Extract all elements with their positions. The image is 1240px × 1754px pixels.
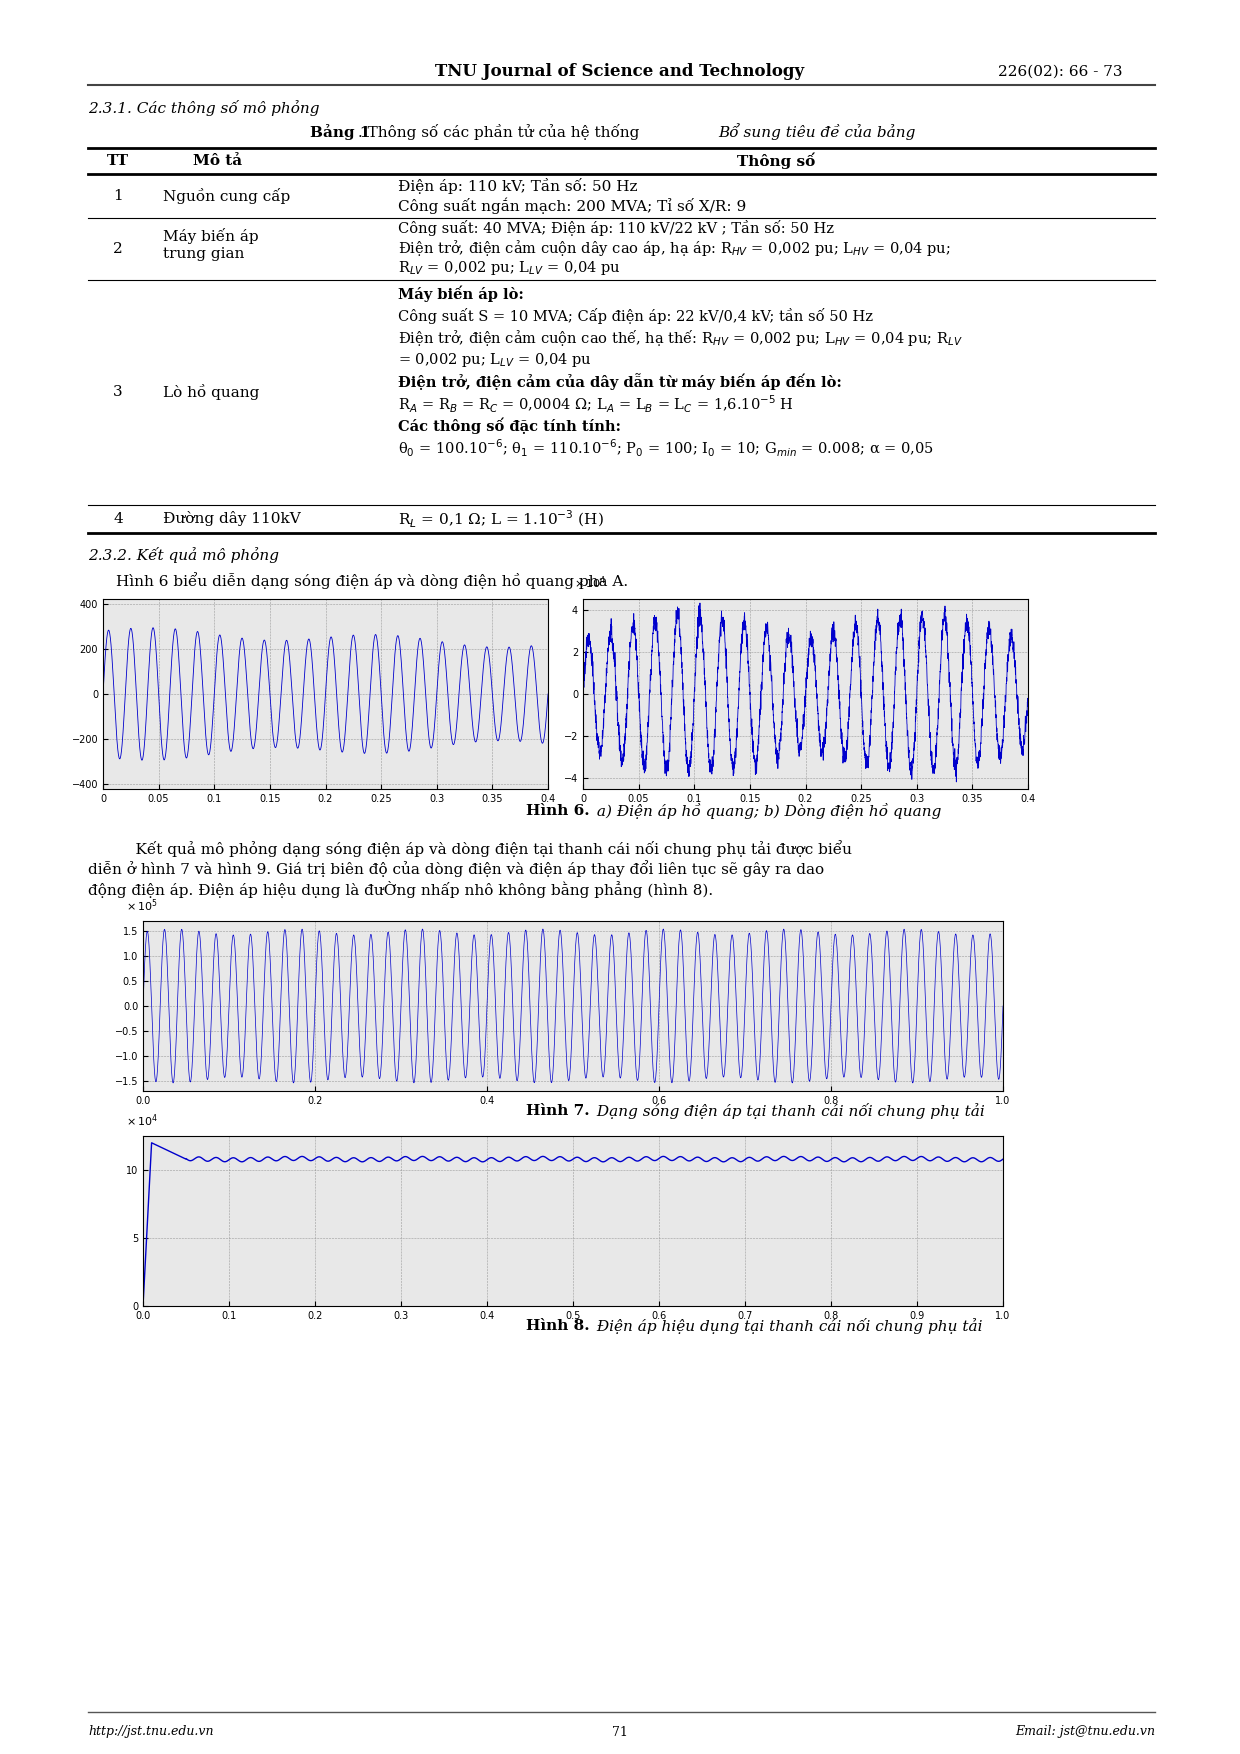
Text: Lò hồ quang: Lò hồ quang xyxy=(162,384,259,400)
Text: $\times\,10^5$: $\times\,10^5$ xyxy=(125,898,157,914)
Text: R$_{LV}$ = 0,002 pu; L$_{LV}$ = 0,04 pu: R$_{LV}$ = 0,002 pu; L$_{LV}$ = 0,04 pu xyxy=(398,260,621,277)
Text: Điện trở, điện cảm cuộn dây cao áp, hạ áp: R$_{HV}$ = 0,002 pu; L$_{HV}$ = 0,04 : Điện trở, điện cảm cuộn dây cao áp, hạ á… xyxy=(398,239,951,258)
Text: Các thông số đặc tính tính:: Các thông số đặc tính tính: xyxy=(398,417,621,435)
Text: trung gian: trung gian xyxy=(162,247,244,261)
Text: 2: 2 xyxy=(113,242,123,256)
Text: 2.3.1. Các thông số mô phỏng: 2.3.1. Các thông số mô phỏng xyxy=(88,100,320,116)
Text: Hình 7.: Hình 7. xyxy=(526,1103,590,1117)
Text: Đường dây 110kV: Đường dây 110kV xyxy=(162,512,301,526)
Text: Thông số: Thông số xyxy=(738,153,816,168)
Text: Công suất: 40 MVA; Điện áp: 110 kV/22 kV ; Tần số: 50 Hz: Công suất: 40 MVA; Điện áp: 110 kV/22 kV… xyxy=(398,219,835,237)
Text: Dạng sóng điện áp tại thanh cái nối chung phụ tải: Dạng sóng điện áp tại thanh cái nối chun… xyxy=(591,1103,985,1119)
Text: http://jst.tnu.edu.vn: http://jst.tnu.edu.vn xyxy=(88,1726,213,1738)
Text: . Thông số các phần tử của hệ thống: . Thông số các phần tử của hệ thống xyxy=(358,125,640,140)
Text: R$_A$ = R$_B$ = R$_C$ = 0,0004 Ω; L$_A$ = L$_B$ = L$_C$ = 1,6.10$^{-5}$ H: R$_A$ = R$_B$ = R$_C$ = 0,0004 Ω; L$_A$ … xyxy=(398,393,794,414)
Text: Nguồn cung cấp: Nguồn cung cấp xyxy=(162,188,290,203)
Text: 71: 71 xyxy=(613,1726,627,1738)
Text: a) Điện áp hồ quang; b) Dòng điện hồ quang: a) Điện áp hồ quang; b) Dòng điện hồ qua… xyxy=(591,803,941,819)
Text: $\times\,10^4$: $\times\,10^4$ xyxy=(125,1112,157,1130)
Text: Máy biến áp lò:: Máy biến áp lò: xyxy=(398,286,523,302)
Text: Công suất S = 10 MVA; Cấp điện áp: 22 kV/0,4 kV; tần số 50 Hz: Công suất S = 10 MVA; Cấp điện áp: 22 kV… xyxy=(398,309,873,324)
Text: Máy biến áp: Máy biến áp xyxy=(162,228,259,244)
Text: Điện trở, điện cảm của dây dẫn từ máy biến áp đến lò:: Điện trở, điện cảm của dây dẫn từ máy bi… xyxy=(398,374,842,391)
Text: 2.3.2. Kết quả mô phỏng: 2.3.2. Kết quả mô phỏng xyxy=(88,547,279,563)
Text: Điện áp: 110 kV; Tần số: 50 Hz: Điện áp: 110 kV; Tần số: 50 Hz xyxy=(398,177,637,195)
Text: Hình 8.: Hình 8. xyxy=(526,1319,590,1333)
Text: TNU Journal of Science and Technology: TNU Journal of Science and Technology xyxy=(435,63,805,81)
Text: Công suất ngắn mạch: 200 MVA; Tỉ số X/R: 9: Công suất ngắn mạch: 200 MVA; Tỉ số X/R:… xyxy=(398,198,746,214)
Text: 3: 3 xyxy=(113,386,123,400)
Text: θ$_0$ = 100.10$^{-6}$; θ$_1$ = 110.10$^{-6}$; P$_0$ = 100; I$_0$ = 10; G$_{min}$: θ$_0$ = 100.10$^{-6}$; θ$_1$ = 110.10$^{… xyxy=(398,437,934,460)
Text: Điện áp hiệu dụng tại thanh cái nối chung phụ tải: Điện áp hiệu dụng tại thanh cái nối chun… xyxy=(591,1317,982,1335)
Text: Email: jst@tnu.edu.vn: Email: jst@tnu.edu.vn xyxy=(1016,1726,1154,1738)
Text: TT: TT xyxy=(107,154,129,168)
Text: Hình 6 biểu diễn dạng sóng điện áp và dòng điện hồ quang pha A.: Hình 6 biểu diễn dạng sóng điện áp và dò… xyxy=(117,572,629,589)
Text: 4: 4 xyxy=(113,512,123,526)
Text: $\times\,10^4$: $\times\,10^4$ xyxy=(574,574,606,591)
Text: R$_L$ = 0,1 Ω; L = 1.10$^{-3}$ (H): R$_L$ = 0,1 Ω; L = 1.10$^{-3}$ (H) xyxy=(398,509,604,530)
Text: Bổ sung tiêu đề của bảng: Bổ sung tiêu đề của bảng xyxy=(718,123,915,140)
Text: Điện trở, điện cảm cuộn cao thế, hạ thế: R$_{HV}$ = 0,002 pu; L$_{HV}$ = 0,04 pu: Điện trở, điện cảm cuộn cao thế, hạ thế:… xyxy=(398,328,962,347)
Text: = 0,002 pu; L$_{LV}$ = 0,04 pu: = 0,002 pu; L$_{LV}$ = 0,04 pu xyxy=(398,351,591,368)
Text: Bảng 1: Bảng 1 xyxy=(310,125,371,140)
Text: Kết quả mô phỏng dạng sóng điện áp và dòng điện tại thanh cái nối chung phụ tải : Kết quả mô phỏng dạng sóng điện áp và dò… xyxy=(117,840,852,858)
Text: Hình 6.: Hình 6. xyxy=(526,803,590,817)
Text: 226(02): 66 - 73: 226(02): 66 - 73 xyxy=(998,65,1122,79)
Text: diễn ở hình 7 và hình 9. Giá trị biên độ của dòng điện và điện áp thay đổi liên : diễn ở hình 7 và hình 9. Giá trị biên độ… xyxy=(88,861,825,877)
Text: động điện áp. Điện áp hiệu dụng là đưỜng nhấp nhô không bằng phẳng (hình 8).: động điện áp. Điện áp hiệu dụng là đưỜng… xyxy=(88,881,713,898)
Text: Mô tả: Mô tả xyxy=(193,154,243,168)
Text: 1: 1 xyxy=(113,189,123,203)
